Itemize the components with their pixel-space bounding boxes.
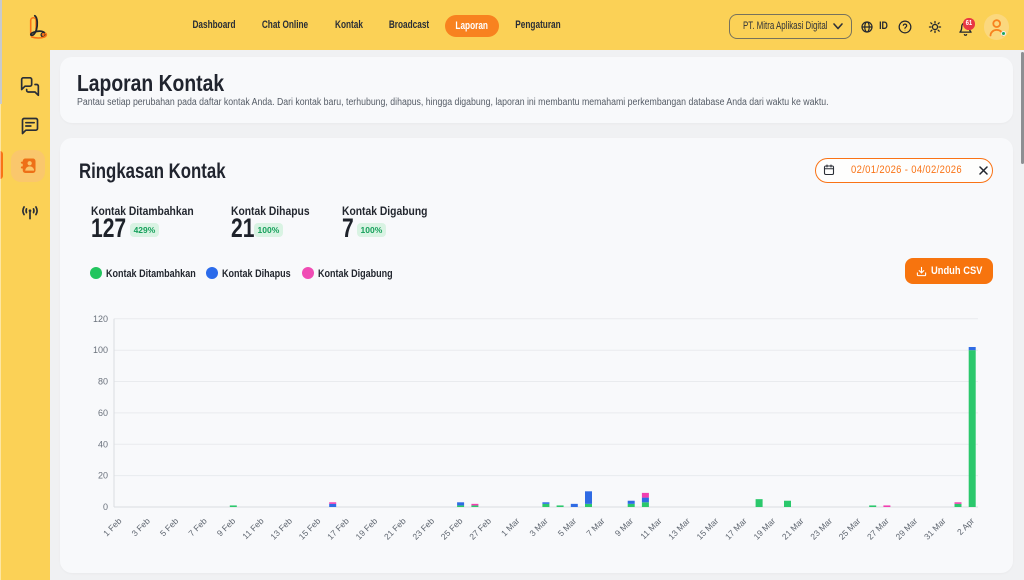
svg-text:11 Mar: 11 Mar [638,516,663,541]
svg-text:31 Mar: 31 Mar [922,516,948,542]
svg-text:2 Apr: 2 Apr [955,516,976,537]
svg-text:27 Feb: 27 Feb [467,516,493,542]
svg-text:5 Feb: 5 Feb [158,516,181,539]
svg-text:7 Mar: 7 Mar [584,516,607,539]
svg-text:25 Mar: 25 Mar [837,516,863,542]
svg-text:9 Feb: 9 Feb [215,516,238,539]
svg-text:29 Mar: 29 Mar [894,516,920,542]
svg-text:15 Feb: 15 Feb [297,516,323,542]
svg-text:11 Feb: 11 Feb [240,516,266,542]
svg-text:17 Mar: 17 Mar [723,516,749,542]
svg-text:21 Feb: 21 Feb [382,516,408,542]
svg-text:1 Feb: 1 Feb [101,516,124,539]
svg-text:1 Mar: 1 Mar [499,516,522,539]
svg-text:80: 80 [98,377,108,387]
svg-text:13 Feb: 13 Feb [268,516,294,542]
svg-text:120: 120 [93,314,108,324]
svg-text:0: 0 [103,502,108,512]
svg-text:5 Mar: 5 Mar [556,516,579,539]
svg-text:13 Mar: 13 Mar [666,516,692,542]
svg-text:9 Mar: 9 Mar [613,516,636,539]
svg-text:25 Feb: 25 Feb [439,516,465,542]
svg-text:7 Feb: 7 Feb [186,516,209,539]
svg-text:21 Mar: 21 Mar [780,516,806,542]
svg-text:60: 60 [98,408,108,418]
svg-text:15 Mar: 15 Mar [695,516,721,542]
svg-text:3 Mar: 3 Mar [527,516,550,539]
svg-text:23 Feb: 23 Feb [410,516,436,542]
svg-text:23 Mar: 23 Mar [808,516,834,542]
svg-text:27 Mar: 27 Mar [865,516,891,542]
svg-text:40: 40 [98,439,108,449]
svg-text:3 Feb: 3 Feb [129,516,152,539]
svg-text:17 Feb: 17 Feb [325,516,351,542]
svg-text:19 Feb: 19 Feb [354,516,380,542]
svg-text:19 Mar: 19 Mar [751,516,777,542]
svg-text:100: 100 [93,345,108,355]
svg-text:20: 20 [98,471,108,481]
